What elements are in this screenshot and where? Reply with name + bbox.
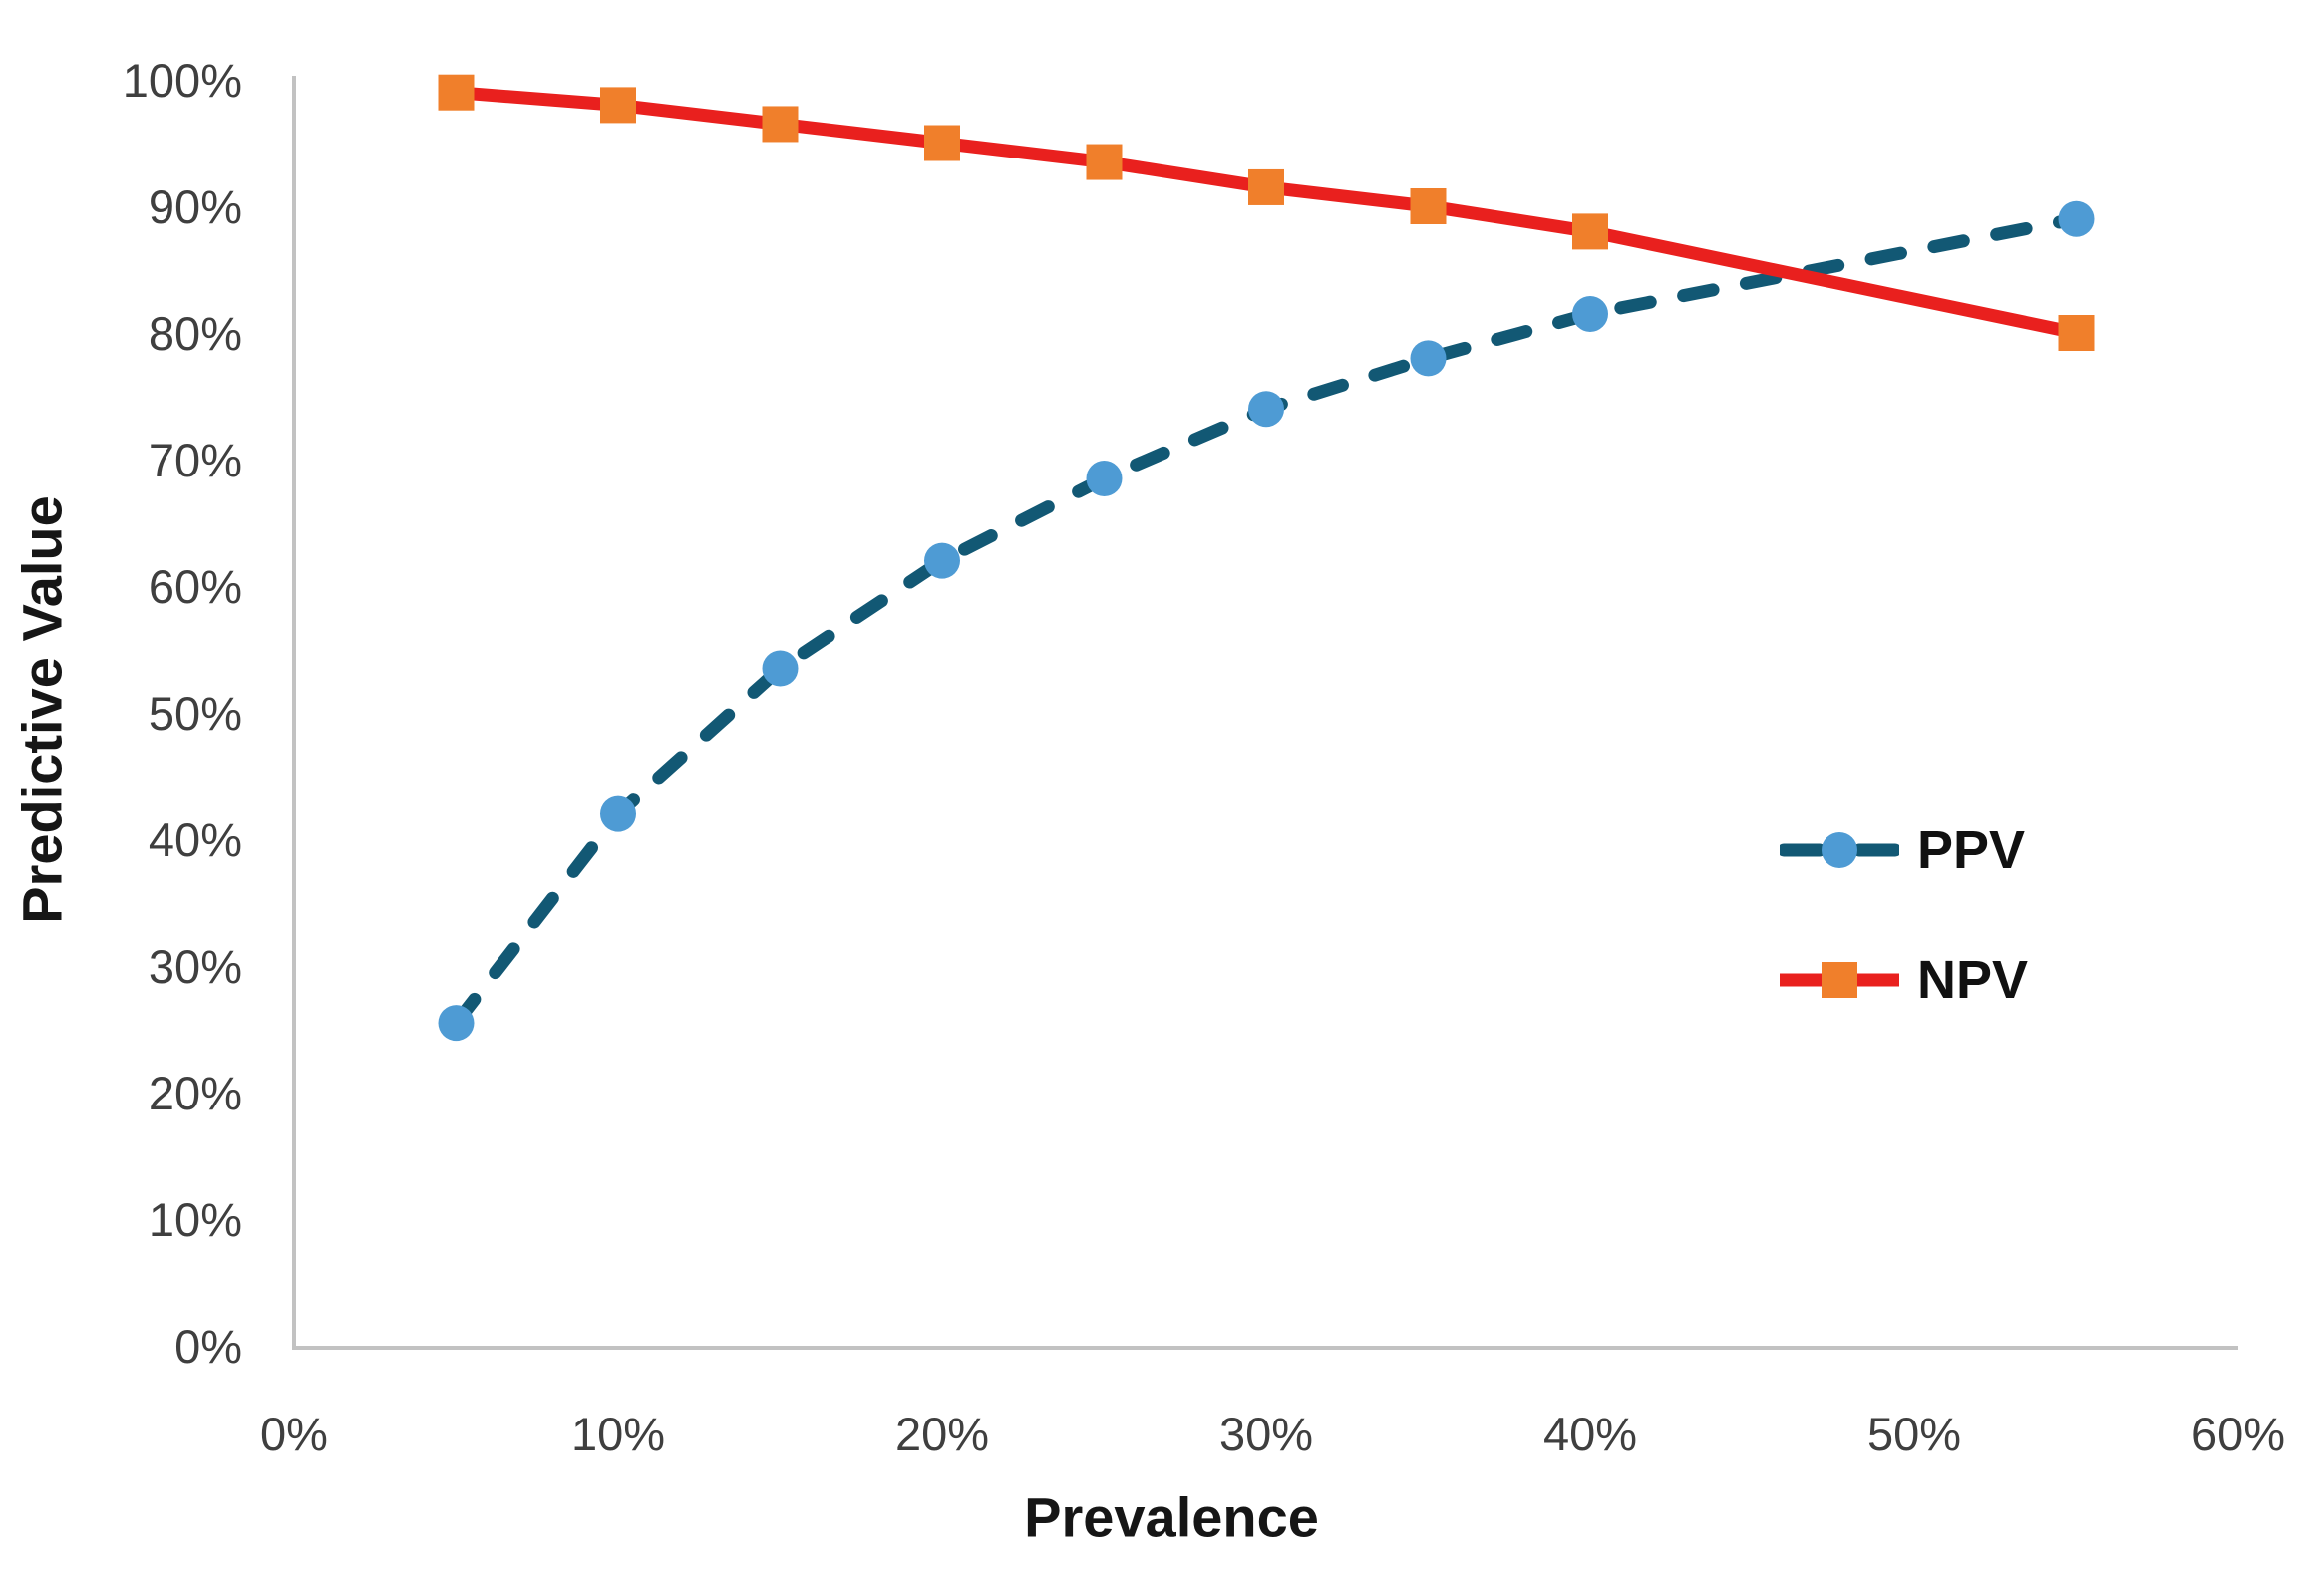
- ppv-marker: [924, 542, 960, 579]
- y-tick-label: 80%: [149, 307, 242, 360]
- y-tick-label: 50%: [149, 687, 242, 740]
- ppv-marker: [2058, 200, 2095, 237]
- swatch-circle-marker: [1822, 832, 1857, 868]
- y-tick-label: 90%: [149, 180, 242, 233]
- legend: PPV NPV: [1780, 823, 2028, 1007]
- ppv-marker: [1248, 391, 1284, 428]
- x-tick-label: 0%: [260, 1408, 328, 1460]
- npv-marker: [600, 87, 636, 124]
- npv-marker: [1248, 168, 1284, 205]
- ppv-marker: [600, 795, 636, 832]
- npv-marker: [1410, 188, 1447, 224]
- legend-label-npv: NPV: [1917, 950, 2029, 1010]
- x-tick-label: 60%: [2191, 1408, 2285, 1460]
- y-tick-label: 0%: [174, 1320, 242, 1373]
- ppv-marker: [762, 650, 799, 687]
- npv-marker: [2058, 315, 2095, 351]
- y-tick-label: 20%: [149, 1067, 242, 1119]
- ppv-marker: [1410, 340, 1447, 377]
- x-tick-label: 30%: [1219, 1408, 1313, 1460]
- legend-item-npv: NPV: [1780, 953, 2028, 1007]
- ppv-marker: [438, 1005, 475, 1042]
- y-tick-label: 70%: [149, 434, 242, 486]
- npv-marker: [1086, 144, 1123, 180]
- y-tick-label: 100%: [123, 54, 242, 107]
- x-tick-label: 40%: [1543, 1408, 1637, 1460]
- y-axis-title: Predictive Value: [10, 495, 74, 924]
- ppv-marker: [1086, 461, 1123, 497]
- npv-marker: [924, 125, 960, 161]
- x-tick-label: 50%: [1867, 1408, 1961, 1460]
- npv-marker: [438, 74, 475, 111]
- y-tick-label: 40%: [149, 813, 242, 866]
- npv-marker: [1572, 213, 1608, 250]
- ppv-line-swatch: [1780, 832, 1899, 868]
- y-tick-label: 10%: [149, 1193, 242, 1246]
- y-tick-label: 60%: [149, 560, 242, 613]
- npv-line-swatch: [1780, 962, 1899, 998]
- y-tick-label: 30%: [149, 940, 242, 993]
- x-axis-title: Prevalence: [1024, 1485, 1319, 1549]
- npv-marker: [762, 106, 799, 143]
- ppv-marker: [1572, 295, 1608, 332]
- x-tick-label: 20%: [895, 1408, 989, 1460]
- swatch-square-marker: [1822, 962, 1857, 998]
- legend-item-ppv: PPV: [1780, 823, 2028, 877]
- npv-line: [455, 86, 2078, 340]
- legend-label-ppv: PPV: [1917, 820, 2026, 880]
- x-tick-label: 10%: [571, 1408, 665, 1460]
